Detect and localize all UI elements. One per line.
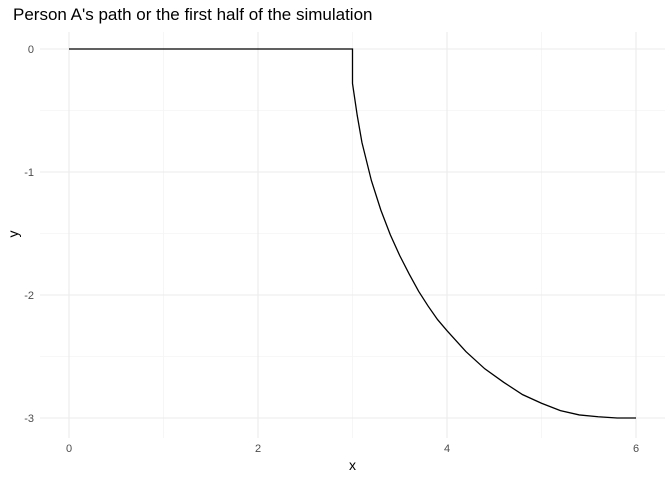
x-tick-label: 4: [444, 443, 450, 455]
y-tick-label: -2: [24, 290, 34, 302]
x-tick-labels: 0 2 4 6: [66, 443, 639, 455]
x-tick-label: 6: [633, 443, 639, 455]
y-tick-label: 0: [28, 44, 34, 56]
x-axis-label: x: [349, 457, 356, 473]
y-axis-label: y: [5, 231, 21, 238]
x-tick-label: 2: [255, 443, 261, 455]
y-tick-label: -3: [24, 413, 34, 425]
x-tick-label: 0: [66, 443, 72, 455]
series-line: [69, 48, 636, 419]
y-tick-label: -1: [24, 167, 34, 179]
y-tick-labels: 0 -1 -2 -3: [24, 44, 34, 425]
minor-gridlines: [40, 32, 665, 438]
chart-title: Person A's path or the first half of the…: [13, 5, 373, 24]
series-layer: [69, 48, 636, 419]
